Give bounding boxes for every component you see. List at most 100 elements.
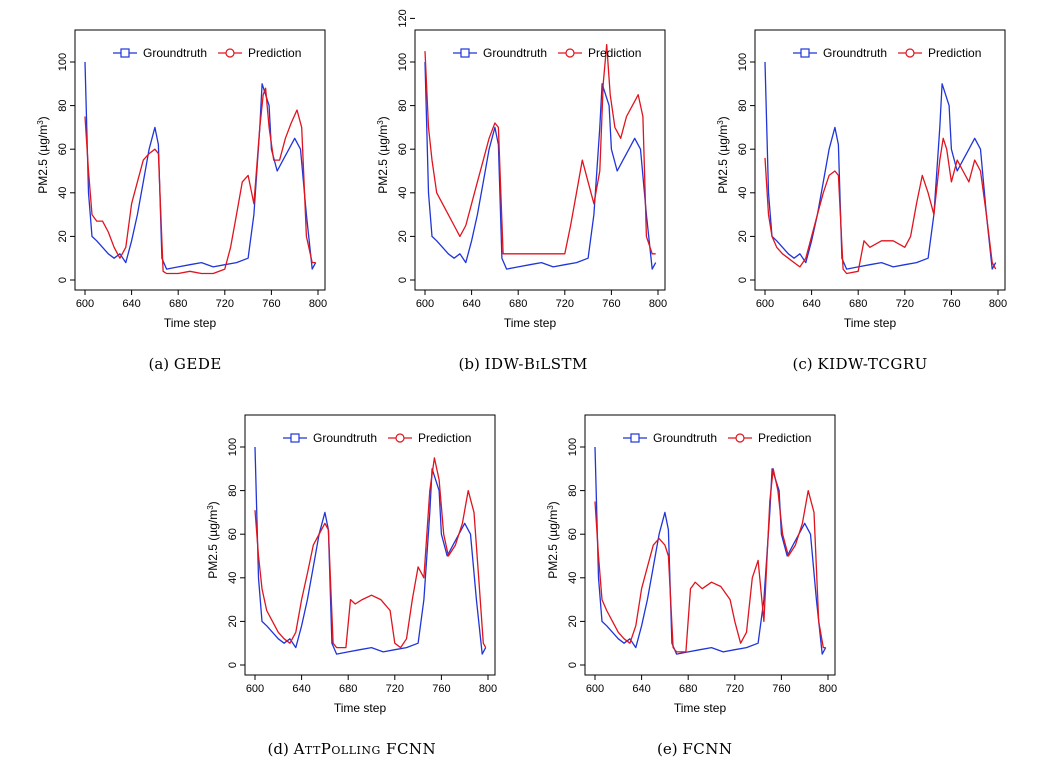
y-tick-label: 60	[567, 528, 579, 540]
x-tick-label: 760	[772, 683, 790, 695]
x-axis-label: Time step	[164, 316, 217, 330]
x-tick-label: 800	[649, 298, 667, 310]
x-tick-label: 600	[246, 683, 264, 695]
caption-name: IDW-BiLSTM	[484, 355, 588, 373]
caption-tag: (c)	[792, 355, 818, 373]
y-tick-label: 80	[57, 99, 69, 111]
x-tick-label: 760	[602, 298, 620, 310]
chart-panel-d: 600 640 680 720 760 800 0 20 40 60 80 100 Time step P…	[206, 414, 497, 715]
y-tick-label: 100	[227, 438, 239, 456]
caption-tag: (d)	[267, 740, 294, 758]
y-tick-label: 20	[57, 230, 69, 242]
y-axis-label: PM2.5 (µg/m3)	[546, 501, 561, 578]
x-tick-label: 600	[416, 298, 434, 310]
x-tick-label: 720	[216, 298, 234, 310]
caption-name: GEDE	[173, 355, 222, 373]
x-tick-label: 640	[802, 298, 820, 310]
y-axis-label: PM2.5 (µg/m3)	[36, 116, 51, 193]
x-tick-label: 800	[989, 298, 1007, 310]
y-axis-label: PM2.5 (µg/m3)	[376, 116, 391, 193]
caption-tag: (a)	[148, 355, 174, 373]
plot-frame	[74, 29, 326, 291]
y-tick-label: 80	[567, 484, 579, 496]
x-tick-label: 720	[386, 683, 404, 695]
x-axis-label: Time step	[334, 701, 387, 715]
legend-prediction-label: Prediction	[928, 46, 981, 60]
x-tick-label: 800	[819, 683, 837, 695]
x-tick-label: 640	[632, 683, 650, 695]
caption-name: KIDW-TCGRU	[817, 355, 928, 373]
y-tick-label: 20	[227, 615, 239, 627]
y-tick-label: 40	[57, 187, 69, 199]
plot-frame	[754, 29, 1006, 291]
legend-circle-marker	[905, 48, 915, 58]
legend-prediction-label: Prediction	[758, 431, 811, 445]
x-tick-label: 680	[849, 298, 867, 310]
x-tick-label: 800	[479, 683, 497, 695]
y-tick-label: 40	[567, 572, 579, 584]
legend-groundtruth-label: Groundtruth	[313, 431, 377, 445]
x-tick-label: 640	[292, 683, 310, 695]
x-tick-label: 800	[309, 298, 327, 310]
prediction-line	[764, 137, 997, 275]
groundtruth-line	[424, 61, 657, 270]
y-tick-label: 120	[397, 9, 409, 27]
y-tick-label: 0	[57, 277, 69, 283]
caption-e: (e) FCNN	[657, 740, 733, 758]
y-tick-label: 0	[567, 662, 579, 668]
legend-groundtruth-label: Groundtruth	[143, 46, 207, 60]
x-tick-label: 760	[942, 298, 960, 310]
y-tick-label: 0	[397, 277, 409, 283]
y-axis-label: PM2.5 (µg/m3)	[206, 501, 221, 578]
prediction-line	[424, 43, 656, 255]
y-axis-label: PM2.5 (µg/m3)	[716, 116, 731, 193]
y-tick-label: 40	[397, 187, 409, 199]
caption-name: FCNN	[682, 740, 733, 758]
legend-prediction-label: Prediction	[588, 46, 641, 60]
x-axis-label: Time step	[674, 701, 727, 715]
y-tick-label: 60	[397, 143, 409, 155]
y-tick-label: 20	[737, 230, 749, 242]
x-tick-label: 600	[756, 298, 774, 310]
prediction-line	[594, 468, 826, 653]
chart-panel-b: 600 640 680 720 760 800 0 20 40 60 80 100 120 Time st…	[376, 9, 668, 330]
legend-circle-marker	[565, 48, 575, 58]
x-tick-label: 680	[169, 298, 187, 310]
legend-square-marker	[800, 48, 810, 58]
legend-prediction-label: Prediction	[248, 46, 301, 60]
y-tick-label: 40	[227, 572, 239, 584]
y-tick-label: 100	[397, 53, 409, 71]
prediction-line	[254, 457, 487, 649]
y-tick-label: 0	[737, 277, 749, 283]
x-tick-label: 680	[509, 298, 527, 310]
legend-groundtruth-label: Groundtruth	[823, 46, 887, 60]
y-tick-label: 20	[397, 230, 409, 242]
groundtruth-line	[84, 61, 317, 270]
legend-square-marker	[120, 48, 130, 58]
legend-square-marker	[460, 48, 470, 58]
x-tick-label: 760	[262, 298, 280, 310]
y-tick-label: 100	[737, 53, 749, 71]
groundtruth-line	[764, 61, 997, 270]
x-tick-label: 680	[339, 683, 357, 695]
chart-panel-c: 600 640 680 720 760 800 0 20 40 60 80 100 Time step P…	[716, 29, 1007, 330]
legend-circle-marker	[225, 48, 235, 58]
y-tick-label: 60	[737, 143, 749, 155]
chart-panel-e: 600 640 680 720 760 800 0 20 40 60 80 100 Time step P…	[546, 414, 837, 715]
legend-prediction-label: Prediction	[418, 431, 471, 445]
y-tick-label: 0	[227, 662, 239, 668]
x-axis-label: Time step	[844, 316, 897, 330]
plot-frame	[414, 29, 666, 291]
legend-square-marker	[290, 433, 300, 443]
groundtruth-line	[594, 446, 827, 655]
x-tick-label: 600	[586, 683, 604, 695]
legend-square-marker	[630, 433, 640, 443]
legend-groundtruth-label: Groundtruth	[483, 46, 547, 60]
prediction-line	[84, 87, 316, 275]
x-tick-label: 760	[432, 683, 450, 695]
y-tick-label: 60	[57, 143, 69, 155]
legend-circle-marker	[735, 433, 745, 443]
y-tick-label: 100	[567, 438, 579, 456]
plot-frame	[244, 414, 496, 676]
